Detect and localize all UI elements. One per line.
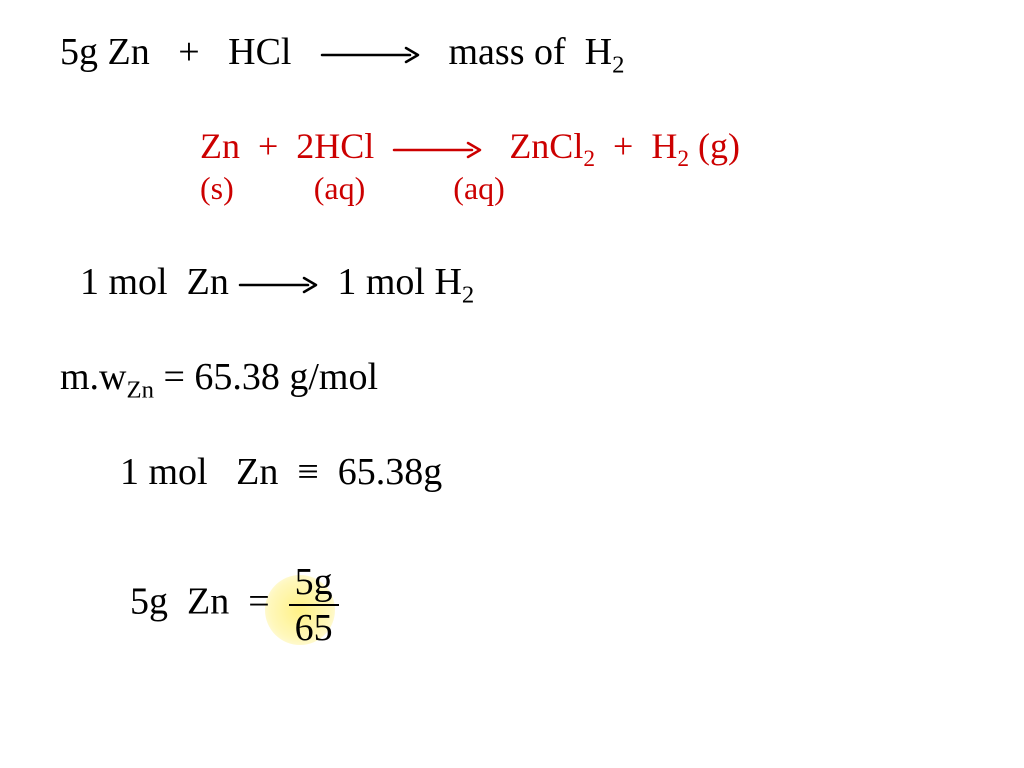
line2b: (s) (aq) (aq) xyxy=(200,170,505,207)
text-run: Zn + 2HCl xyxy=(200,126,392,166)
arrow-icon xyxy=(238,273,318,297)
subscript: Zn xyxy=(127,377,154,404)
text-run: 1 mol Zn ≡ 65.38g xyxy=(120,451,442,493)
arrow-icon xyxy=(320,43,420,67)
text-run: = 65.38 g/mol xyxy=(154,356,378,398)
text-run: (s) (aq) (aq) xyxy=(200,170,505,206)
fraction-denominator: 65 xyxy=(289,606,339,650)
fraction-numerator: 5g xyxy=(289,560,339,606)
text-run: 5g Zn + HCl xyxy=(60,31,320,73)
line6: 5g Zn = 5g65 xyxy=(130,560,339,650)
text-run: 1 mol H xyxy=(318,261,462,303)
text-run: m.w xyxy=(60,356,127,398)
line4: m.wZn = 65.38 g/mol xyxy=(60,355,378,405)
subscript: 2 xyxy=(612,52,624,79)
text-run: mass of H xyxy=(420,31,612,73)
line5: 1 mol Zn ≡ 65.38g xyxy=(120,450,442,494)
arrow-icon xyxy=(392,138,482,162)
subscript: 2 xyxy=(462,282,474,309)
line2: Zn + 2HCl ZnCl2 + H2 (g) xyxy=(200,125,740,173)
text-run: + H xyxy=(595,126,677,166)
subscript: 2 xyxy=(677,146,689,172)
text-run: (g) xyxy=(689,126,740,166)
subscript: 2 xyxy=(583,146,595,172)
text-run: 1 mol Zn xyxy=(80,261,238,303)
line1: 5g Zn + HCl mass of H2 xyxy=(60,30,624,80)
text-run: ZnCl xyxy=(482,126,583,166)
line3: 1 mol Zn 1 mol H2 xyxy=(80,260,474,310)
text-run: 5g Zn = xyxy=(130,581,289,623)
fraction: 5g65 xyxy=(289,560,339,650)
